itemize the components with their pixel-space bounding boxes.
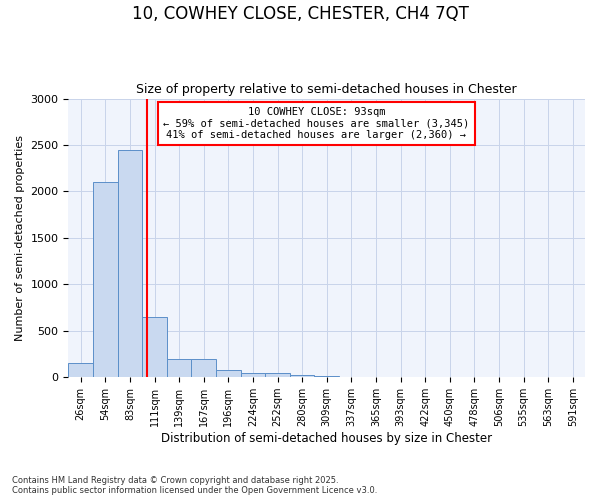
- Bar: [191, 359, 216, 377]
- Bar: [216, 370, 241, 377]
- X-axis label: Distribution of semi-detached houses by size in Chester: Distribution of semi-detached houses by …: [161, 432, 492, 445]
- Y-axis label: Number of semi-detached properties: Number of semi-detached properties: [15, 135, 25, 341]
- Bar: [142, 317, 167, 377]
- Bar: [314, 376, 339, 377]
- Bar: [241, 372, 265, 377]
- Bar: [68, 364, 93, 377]
- Text: Contains HM Land Registry data © Crown copyright and database right 2025.
Contai: Contains HM Land Registry data © Crown c…: [12, 476, 377, 495]
- Text: 10, COWHEY CLOSE, CHESTER, CH4 7QT: 10, COWHEY CLOSE, CHESTER, CH4 7QT: [131, 5, 469, 23]
- Bar: [265, 373, 290, 377]
- Bar: [93, 182, 118, 377]
- Bar: [167, 358, 191, 377]
- Title: Size of property relative to semi-detached houses in Chester: Size of property relative to semi-detach…: [136, 83, 517, 96]
- Bar: [118, 150, 142, 377]
- Text: 10 COWHEY CLOSE: 93sqm
← 59% of semi-detached houses are smaller (3,345)
41% of : 10 COWHEY CLOSE: 93sqm ← 59% of semi-det…: [163, 107, 469, 140]
- Bar: [290, 375, 314, 377]
